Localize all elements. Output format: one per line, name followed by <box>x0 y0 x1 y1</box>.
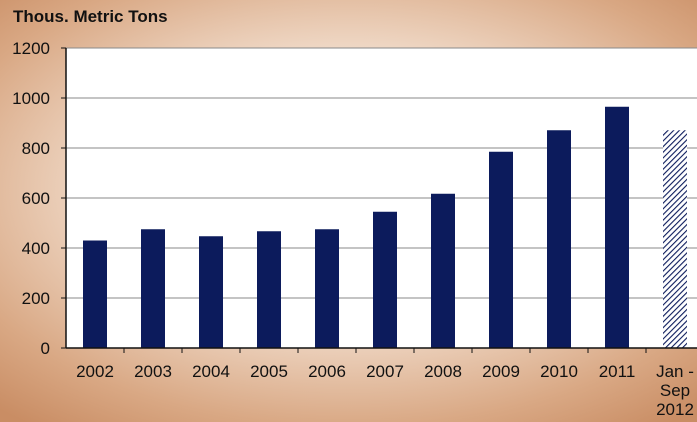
bar <box>315 229 339 348</box>
x-tick-label: 2007 <box>366 362 404 381</box>
x-tick-label: 2011 <box>599 362 636 381</box>
x-tick-label: 2012 <box>656 400 694 419</box>
bar <box>431 193 455 348</box>
y-tick-label: 400 <box>22 239 50 258</box>
y-tick-label: 1200 <box>12 39 50 58</box>
bar <box>547 130 571 348</box>
bar-partial-year <box>663 130 687 348</box>
x-tick-label: 2004 <box>192 362 230 381</box>
x-tick-label: 2010 <box>540 362 578 381</box>
bar <box>199 236 223 348</box>
bar <box>489 151 513 348</box>
bar <box>373 211 397 348</box>
bar <box>605 106 629 348</box>
bar <box>257 231 281 348</box>
y-tick-label: 600 <box>22 189 50 208</box>
y-tick-label: 0 <box>41 339 50 358</box>
x-tick-label: Sep <box>660 381 690 400</box>
y-tick-label: 200 <box>22 289 50 308</box>
x-tick-label: 2002 <box>76 362 114 381</box>
bar <box>141 229 165 348</box>
x-tick-label: Jan - <box>656 362 694 381</box>
x-tick-label: 2005 <box>250 362 288 381</box>
x-tick-label: 2003 <box>134 362 172 381</box>
y-axis-title: Thous. Metric Tons <box>13 7 168 26</box>
y-tick-label: 800 <box>22 139 50 158</box>
x-tick-label: 2009 <box>482 362 520 381</box>
bar <box>83 240 107 348</box>
x-tick-label: 2006 <box>308 362 346 381</box>
x-tick-label: 2008 <box>424 362 462 381</box>
y-tick-label: 1000 <box>12 89 50 108</box>
